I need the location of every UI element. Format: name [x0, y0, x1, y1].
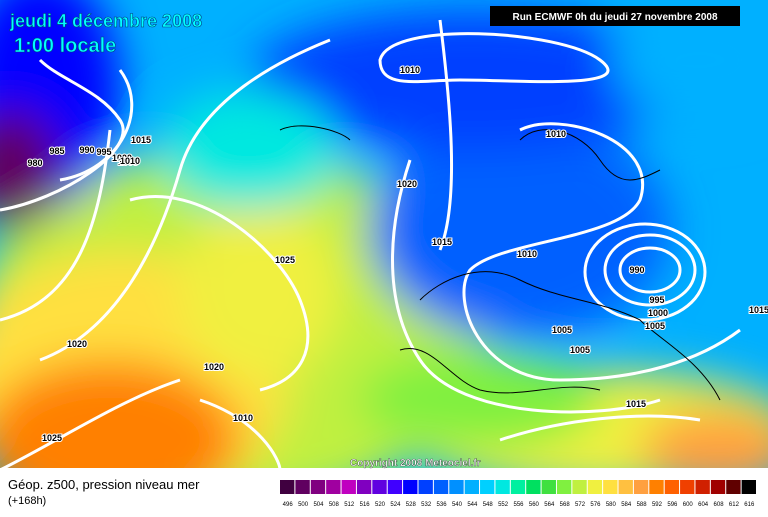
isobar-label: 1005: [552, 325, 572, 335]
colorbar-label: 512: [344, 502, 355, 508]
colorbar-swatch: [495, 480, 510, 494]
colorbar-label: 592: [652, 502, 663, 508]
colorbar-swatch: [618, 480, 633, 494]
colorbar-label: 496: [283, 502, 294, 508]
isobar-label: 1005: [645, 321, 665, 331]
colorbar-swatch: [710, 480, 726, 494]
colorbar-swatch: [480, 480, 495, 494]
isobar-label: 980: [27, 158, 42, 168]
colorbar-swatch: [372, 480, 387, 494]
isobar-label: 1000: [648, 308, 668, 318]
isobar-label: 1010: [546, 129, 566, 139]
isobar-label: 1025: [42, 433, 62, 443]
footer-lead: (+168h): [8, 495, 46, 507]
colorbar-swatch: [587, 480, 603, 494]
copyright: Copyright 2008 Meteociel.fr: [350, 458, 481, 469]
colorbar-swatch: [649, 480, 664, 494]
colorbar-swatch: [741, 480, 756, 494]
colorbar-label: 516: [360, 502, 371, 508]
colorbar-label: 596: [667, 502, 678, 508]
isobar-label: 1005: [118, 157, 138, 167]
colorbar-label: 508: [329, 502, 340, 508]
colorbar-label: 544: [467, 502, 478, 508]
colorbar-label: 524: [390, 502, 401, 508]
isobar-label: 1025: [275, 255, 295, 265]
colorbar-label: 612: [729, 502, 740, 508]
colorbar-label: 564: [544, 502, 555, 508]
colorbar-swatch: [556, 480, 572, 494]
colorbar-label: 568: [560, 502, 571, 508]
colorbar-swatch: [295, 480, 310, 494]
colorbar-label: 504: [313, 502, 324, 508]
colorbar-swatch: [326, 480, 341, 494]
isobar-label: 995: [96, 147, 111, 157]
colorbar-label: 520: [375, 502, 386, 508]
colorbar-label: 572: [575, 502, 586, 508]
date: jeudi 4 décembre 2008: [9, 11, 202, 31]
colorbar-label: 580: [606, 502, 617, 508]
coastlines: [279, 125, 721, 401]
isobar-label: 995: [649, 295, 664, 305]
isobar-label: 1020: [397, 179, 417, 189]
colorbar-label: 540: [452, 502, 463, 508]
colorbar-swatch: [464, 480, 480, 494]
colorbar-swatch: [418, 480, 433, 494]
colorbar-swatch: [526, 480, 541, 494]
colorbar-swatch: [341, 480, 356, 494]
colorbar-swatch: [280, 480, 295, 494]
colorbar-label: 560: [529, 502, 540, 508]
isobar-label: 1020: [67, 339, 87, 349]
colorbar-label: 604: [698, 502, 709, 508]
isobar-label: 990: [629, 265, 644, 275]
colorbar-swatch: [572, 480, 587, 494]
colorbar-label: 576: [590, 502, 601, 508]
colorbar-label: 548: [483, 502, 494, 508]
colorbar-swatch: [680, 480, 695, 494]
isobar-label: 1010: [517, 249, 537, 259]
colorbar-swatch: [387, 480, 403, 494]
colorbar-swatch: [356, 480, 372, 494]
colorbar-label: 556: [513, 502, 524, 508]
isobars: [0, 19, 741, 468]
isobar-label: 1005: [570, 345, 590, 355]
colorbar-label: 600: [683, 502, 694, 508]
colorbar-swatch: [541, 480, 556, 494]
colorbar-label: 616: [744, 502, 755, 508]
colorbar-swatch: [664, 480, 680, 494]
colorbar-label: 536: [437, 502, 448, 508]
colorbar-label: 532: [421, 502, 432, 508]
isobar-label: 1010: [400, 65, 420, 75]
colorbar-label: 552: [498, 502, 509, 508]
colorbar-label: 608: [714, 502, 725, 508]
isobar-label: 1020: [204, 362, 224, 372]
isobar-label: 985: [49, 146, 64, 156]
isobar-label: 990: [79, 145, 94, 155]
time: 1:00 locale: [14, 35, 116, 57]
footer-title: Géop. z500, pression niveau mer: [8, 477, 200, 492]
colorbar-swatch: [726, 480, 741, 494]
colorbar-swatch: [510, 480, 526, 494]
colorbar-swatch: [695, 480, 710, 494]
isobar-label: 1015: [749, 305, 768, 315]
run-info: Run ECMWF 0h du jeudi 27 novembre 2008: [512, 12, 717, 23]
colorbar-label: 500: [298, 502, 309, 508]
isobar-label: 1015: [432, 237, 452, 247]
colorbar-label: 528: [406, 502, 417, 508]
colorbar-swatch: [603, 480, 618, 494]
colorbar-label: 584: [621, 502, 632, 508]
run-box: [490, 6, 740, 26]
isobar-label: 1010: [233, 413, 253, 423]
isobar-label: 1015: [131, 135, 151, 145]
colorbar-swatch: [633, 480, 649, 494]
colorbar-swatch: [433, 480, 449, 494]
isobar-label: 1000: [112, 153, 132, 163]
colorbar-label: 588: [637, 502, 648, 508]
isobar-label: 1015: [626, 399, 646, 409]
colorbar-swatch: [310, 480, 326, 494]
isobar-label: 1010: [120, 156, 140, 166]
colorbar-swatch: [449, 480, 464, 494]
colorbar-swatch: [403, 480, 418, 494]
